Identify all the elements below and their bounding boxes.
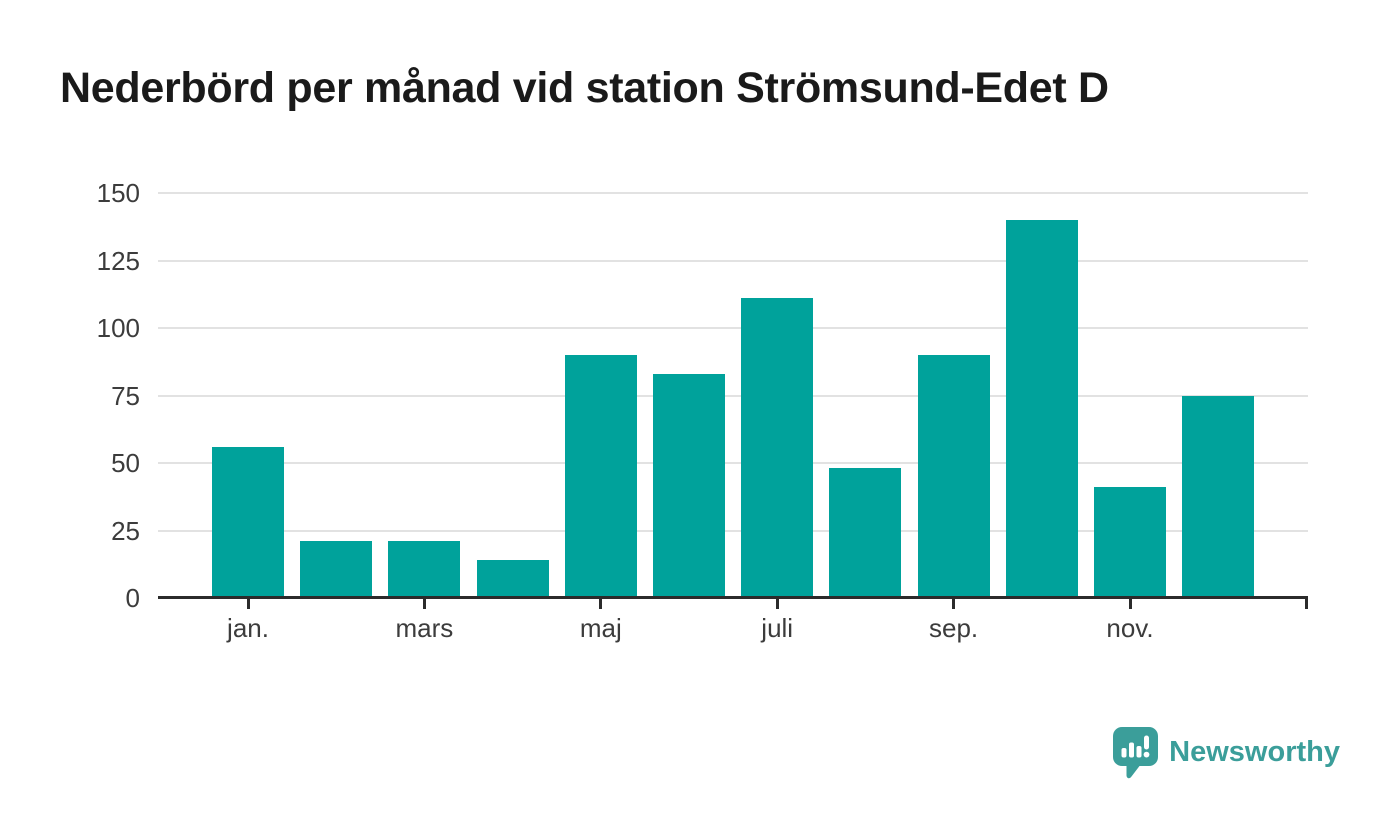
bar-aug [829,468,902,598]
bar-feb [300,541,373,598]
logo-exclamation-bar [1144,735,1150,750]
y-gridline-75 [158,394,1308,397]
logo-mini-bar-3 [1136,746,1142,758]
x-axis-label-jan: jan. [227,613,269,643]
newsworthy-logo-text: Newsworthy [1169,736,1340,768]
x-tick-jan [246,599,250,609]
logo-mini-bar-2 [1129,742,1135,758]
bar-jan [212,446,284,598]
x-axis-label-mars: mars [395,613,454,643]
x-axis-label-nov: nov. [1106,613,1154,643]
logo-mini-bar-1 [1121,748,1127,758]
x-axis-line [158,596,1308,599]
bar-juni [653,373,725,598]
x-tick-maj [599,599,603,609]
y-axis-label-150: 150 [96,178,140,208]
plot-area: 0 25 50 75 100 125 150 jan. mars maj juli sep. nov. [97,180,1308,643]
bar-dec [1182,395,1255,598]
bar-sep [917,355,990,598]
x-axis-endcap [1305,596,1308,609]
y-gridline-25 [158,529,1308,532]
logo-bubble-shape [1113,727,1159,779]
x-axis-label-sep: sep. [929,613,979,643]
y-gridline-100 [158,327,1308,329]
y-axis-label-0: 0 [125,583,140,613]
y-axis-label-125: 125 [96,245,140,276]
bar-juli [741,298,814,598]
bar-mars [388,541,461,598]
y-axis-label-75: 75 [111,380,140,411]
newsworthy-logo: Newsworthy [1112,726,1340,779]
y-gridline-50 [158,462,1308,464]
logo-exclamation-dot [1143,751,1150,758]
bar-okt [1005,220,1078,598]
bar-nov [1094,487,1166,598]
y-axis-label-100: 100 [96,313,140,343]
bar-apr [476,560,549,598]
bar-maj [564,355,637,598]
chart-title: Nederbörd per månad vid station Strömsun… [60,64,1109,112]
y-gridline-125 [158,259,1308,262]
y-axis-label-25: 25 [111,515,140,546]
x-axis-label-juli: juli [761,613,794,643]
x-axis-label-maj: maj [579,613,622,643]
x-tick-sep [952,599,956,609]
y-axis-label-50: 50 [111,448,140,478]
x-tick-juli [775,599,779,609]
newsworthy-logo-icon [1113,727,1159,779]
x-tick-nov [1128,599,1132,609]
y-gridline-150 [158,192,1308,194]
x-tick-mars [422,599,426,609]
